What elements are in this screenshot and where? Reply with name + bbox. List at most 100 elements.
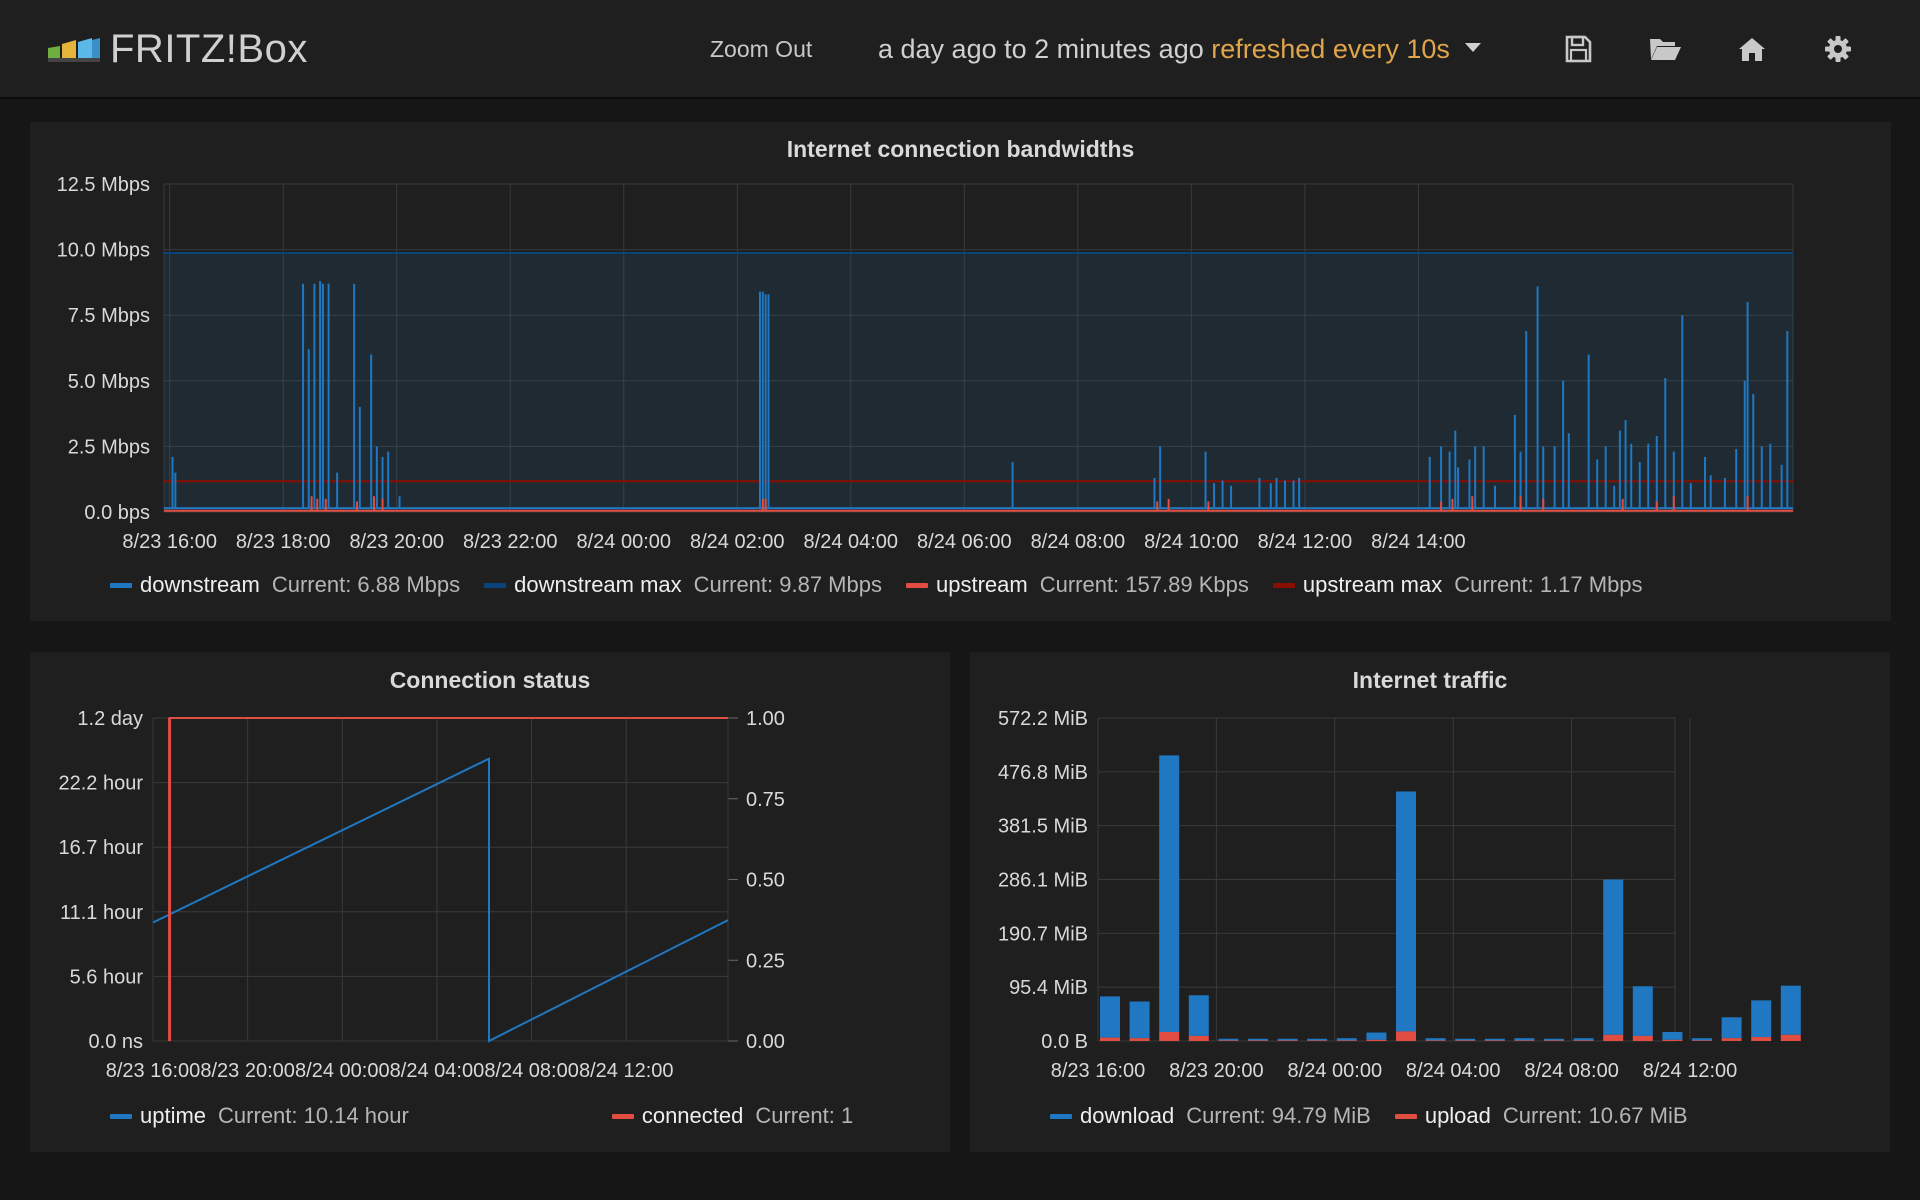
x-tick-label: 8/24 08:00 xyxy=(1524,1060,1619,1082)
x-tick-label: 8/23 20:00 xyxy=(349,531,444,553)
y2-tick-label: 1.00 xyxy=(746,708,785,730)
top-navbar: FRITZ!Box Zoom Out a day ago to 2 minute… xyxy=(0,0,1920,99)
download-bar xyxy=(1721,1017,1742,1039)
legend-current: Current: 1.17 Mbps xyxy=(1454,572,1643,597)
connection-status-panel: Connection status 0.0 ns 5.6 hour 11.1 hou… xyxy=(30,652,950,1152)
upload-bar xyxy=(1780,1034,1801,1041)
gear-icon[interactable] xyxy=(1823,34,1853,64)
legend-item-downstream[interactable]: downstream Current: 6.88 Mbps xyxy=(110,572,460,598)
panel-title[interactable]: Internet connection bandwidths xyxy=(786,136,1135,162)
refresh-interval-label: refreshed every 10s xyxy=(1211,34,1450,64)
internet-traffic-chart[interactable]: 0.0 B 95.4 MiB 190.7 MiB 286.1 MiB 381.5 MiB… xyxy=(970,652,1890,1092)
uptime-line xyxy=(152,757,729,1043)
upload-bar xyxy=(1159,1031,1180,1041)
download-bar xyxy=(1100,996,1120,1038)
legend-name: upload xyxy=(1424,1103,1491,1128)
panel-title[interactable]: Connection status xyxy=(389,667,591,693)
brand[interactable]: FRITZ!Box xyxy=(48,24,308,74)
x-tick-label: 8/24 04:00 xyxy=(1406,1060,1501,1082)
download-bar xyxy=(1692,1038,1712,1041)
upload-bar xyxy=(1484,1040,1505,1041)
x-tick-label: 8/23 16:00 xyxy=(106,1060,201,1082)
upload-bar xyxy=(1692,1040,1712,1041)
download-bar xyxy=(1188,995,1209,1036)
upload-bar xyxy=(1573,1040,1594,1041)
traffic-legend: download Current: 94.79 MiB upload Curre… xyxy=(1050,1103,1712,1129)
legend-name: uptime xyxy=(140,1103,207,1128)
connection-status-chart[interactable]: 0.0 ns 5.6 hour 11.1 hour 16.7 hour 22.2 hou… xyxy=(30,652,950,1092)
legend-name: connected xyxy=(641,1103,744,1128)
x-tick-label: 8/24 10:00 xyxy=(1144,531,1239,553)
legend-item-upstream[interactable]: upstream Current: 157.89 Kbps xyxy=(905,572,1249,598)
time-range-picker[interactable]: a day ago to 2 minutes ago refreshed eve… xyxy=(878,34,1482,65)
upload-bar xyxy=(1425,1040,1446,1041)
y-tick-label: 11.1 hour xyxy=(60,902,143,924)
x-tick-label: 8/24 04:00 xyxy=(390,1060,485,1082)
x-tick-label: 8/24 12:00 xyxy=(1258,531,1353,553)
legend-swatch xyxy=(1394,1113,1417,1119)
legend-current: Current: 1 xyxy=(755,1103,854,1128)
x-tick-label: 8/24 08:00 xyxy=(484,1060,579,1082)
y-tick-label: 286.1 MiB xyxy=(998,870,1088,892)
home-icon[interactable] xyxy=(1737,34,1767,64)
legend-name: upstream max xyxy=(1302,572,1443,597)
x-tick-label: 8/23 18:00 xyxy=(236,531,331,553)
y-tick-label: 5.0 Mbps xyxy=(68,371,150,393)
download-bar xyxy=(1573,1038,1594,1041)
download-bar xyxy=(1751,1000,1772,1038)
brand-title: FRITZ!Box xyxy=(110,26,308,71)
bandwidth-chart[interactable]: 0.0 bps 2.5 Mbps 5.0 Mbps 7.5 Mbps 10.0 Mbps… xyxy=(30,122,1891,582)
x-tick-label: 8/24 00:00 xyxy=(295,1060,390,1082)
upload-bar xyxy=(1248,1040,1268,1041)
y-tick-label: 95.4 MiB xyxy=(1009,977,1088,999)
x-tick-label: 8/24 02:00 xyxy=(690,531,785,553)
y-tick-label: 476.8 MiB xyxy=(998,762,1088,784)
upload-bar xyxy=(1100,1037,1120,1041)
legend-name: downstream max xyxy=(514,572,682,597)
upload-bar xyxy=(1751,1037,1772,1041)
download-bar xyxy=(1632,986,1653,1036)
legend-item-download[interactable]: download Current: 94.79 MiB xyxy=(1050,1103,1371,1129)
legend-swatch xyxy=(611,1113,634,1119)
x-tick-label: 8/23 20:00 xyxy=(1169,1060,1264,1082)
y-tick-label: 572.2 MiB xyxy=(998,708,1088,730)
download-bar xyxy=(1218,1038,1239,1041)
download-bar xyxy=(1484,1038,1505,1041)
status-legend: uptime Current: 10.14 hour connected Cur… xyxy=(110,1103,877,1129)
legend-item-upstream-max[interactable]: upstream max Current: 1.17 Mbps xyxy=(1272,572,1643,598)
download-bar xyxy=(1425,1038,1446,1041)
y-tick-label: 0.0 B xyxy=(1041,1031,1088,1053)
y-tick-label: 10.0 Mbps xyxy=(57,240,150,262)
legend-item-uptime[interactable]: uptime Current: 10.14 hour xyxy=(110,1103,409,1129)
y-tick-label: 0.0 bps xyxy=(84,502,150,524)
legend-current: Current: 157.89 Kbps xyxy=(1039,572,1249,597)
y-tick-label: 12.5 Mbps xyxy=(57,174,150,196)
x-tick-label: 8/24 08:00 xyxy=(1031,531,1126,553)
download-bar xyxy=(1366,1032,1387,1040)
legend-swatch xyxy=(1050,1113,1072,1119)
upload-bar xyxy=(1455,1040,1476,1041)
legend-item-connected[interactable]: connected Current: 1 xyxy=(611,1103,854,1129)
folder-open-icon[interactable] xyxy=(1648,34,1682,64)
y2-tick-label: 0.00 xyxy=(746,1031,785,1053)
upload-bar xyxy=(1307,1040,1328,1041)
panel-title[interactable]: Internet traffic xyxy=(1352,667,1508,693)
x-tick-label: 8/23 16:00 xyxy=(122,531,217,553)
y-tick-label: 0.0 ns xyxy=(89,1031,143,1053)
y-tick-label: 381.5 MiB xyxy=(998,816,1088,838)
download-bar xyxy=(1603,879,1624,1035)
y-tick-label: 5.6 hour xyxy=(70,966,144,988)
save-icon[interactable] xyxy=(1563,34,1593,64)
legend-item-upload[interactable]: upload Current: 10.67 MiB xyxy=(1394,1103,1688,1129)
legend-item-downstream-max[interactable]: downstream max Current: 9.87 Mbps xyxy=(484,572,882,598)
legend-swatch xyxy=(110,582,132,588)
zoom-out-button[interactable]: Zoom Out xyxy=(710,36,813,62)
upload-bar xyxy=(1662,1039,1683,1041)
time-range-label: a day ago to 2 minutes ago xyxy=(878,34,1204,64)
x-tick-label: 8/24 12:00 xyxy=(1643,1060,1738,1082)
y-tick-label: 22.2 hour xyxy=(58,773,143,795)
legend-name: upstream xyxy=(935,572,1028,597)
upload-bar xyxy=(1188,1035,1209,1041)
download-bar xyxy=(1277,1038,1298,1041)
bandwidth-panel: Internet connection bandwidths 0.0 bps 2.… xyxy=(30,122,1891,621)
